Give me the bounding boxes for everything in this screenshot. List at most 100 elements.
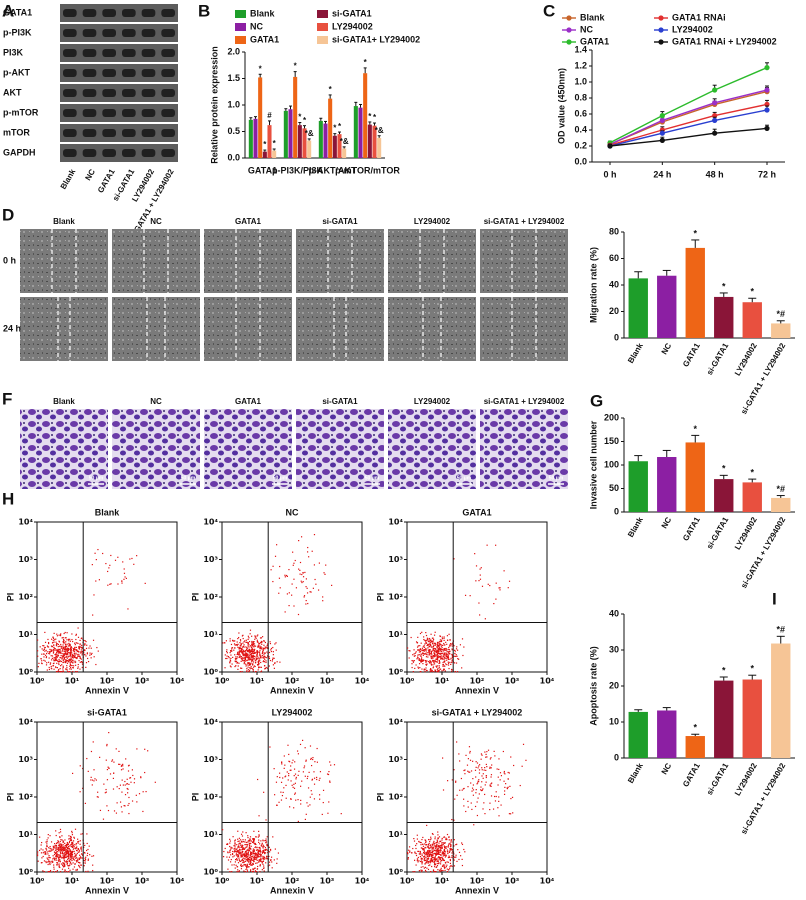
dot	[259, 645, 261, 647]
dot	[239, 860, 241, 862]
dot	[64, 656, 66, 658]
dot	[424, 853, 426, 856]
dot	[247, 642, 249, 644]
dot	[260, 647, 262, 649]
dot	[461, 843, 464, 846]
error-bar	[289, 105, 292, 110]
dot	[108, 767, 110, 769]
dot	[478, 780, 480, 783]
dot	[78, 851, 80, 853]
dot	[431, 847, 433, 849]
dot	[430, 668, 432, 670]
dot	[53, 857, 55, 859]
dot	[225, 640, 227, 642]
dot	[429, 864, 431, 866]
dot	[245, 655, 248, 657]
dot	[436, 649, 438, 652]
dot	[272, 657, 274, 659]
dot	[430, 639, 432, 641]
dot	[430, 670, 432, 673]
dot	[251, 655, 253, 657]
dot	[490, 795, 493, 797]
error-bar	[307, 138, 311, 141]
dot	[264, 846, 267, 849]
dot	[259, 858, 262, 860]
dot	[237, 652, 239, 654]
dot	[67, 660, 69, 662]
dot	[247, 850, 249, 852]
dot	[423, 659, 425, 662]
dot	[123, 568, 125, 570]
dot	[47, 642, 50, 645]
bar	[771, 643, 791, 758]
dot	[262, 846, 264, 848]
dot	[276, 862, 278, 864]
dot	[53, 868, 55, 870]
dot	[431, 861, 434, 863]
dot	[63, 860, 66, 862]
dot	[46, 839, 48, 841]
dot	[61, 846, 63, 848]
dot	[58, 641, 61, 643]
error-bar	[263, 149, 267, 152]
dot	[74, 863, 76, 865]
legend-label: LY294002	[672, 24, 713, 34]
dot	[257, 644, 260, 646]
dot	[45, 853, 47, 855]
dot	[305, 586, 307, 588]
dot	[437, 850, 439, 852]
dot	[51, 860, 53, 862]
dot	[247, 841, 249, 843]
dot	[493, 795, 496, 798]
dot	[82, 854, 84, 856]
dot	[270, 649, 272, 651]
dot	[470, 802, 472, 804]
dot	[247, 662, 249, 664]
x-axis-label: Annexin V	[85, 885, 129, 895]
dot	[81, 644, 83, 647]
dot	[59, 850, 61, 852]
error-bar	[324, 120, 327, 124]
dot	[259, 855, 262, 857]
dot	[422, 848, 424, 850]
dot	[240, 645, 242, 647]
dot	[72, 667, 74, 669]
dot	[471, 790, 473, 792]
dot	[478, 765, 480, 767]
dot	[421, 871, 423, 873]
dot	[443, 652, 445, 654]
dot	[112, 777, 115, 779]
dot	[434, 847, 437, 849]
dot	[230, 654, 232, 656]
point	[712, 87, 718, 93]
dot	[246, 866, 248, 868]
dot	[49, 653, 51, 655]
dot	[254, 635, 256, 637]
dot	[439, 639, 441, 641]
dot	[256, 653, 258, 655]
dot	[265, 852, 267, 854]
dot	[272, 654, 274, 656]
dot	[60, 839, 62, 841]
dot	[69, 658, 71, 660]
bar	[742, 482, 762, 512]
dot	[93, 780, 95, 782]
dot	[472, 794, 474, 796]
dot	[441, 638, 444, 640]
dot	[226, 843, 229, 846]
dot	[441, 837, 443, 840]
dot	[438, 856, 440, 858]
dot	[448, 646, 450, 649]
dot	[58, 652, 60, 654]
dot	[60, 845, 62, 847]
dot	[76, 642, 78, 644]
dot	[52, 649, 54, 651]
dot	[63, 647, 65, 649]
dot	[465, 810, 467, 813]
dot	[294, 792, 297, 794]
dot	[85, 666, 87, 668]
dot	[423, 636, 425, 638]
dot	[425, 857, 427, 859]
bar	[628, 461, 648, 512]
dot	[51, 642, 54, 644]
